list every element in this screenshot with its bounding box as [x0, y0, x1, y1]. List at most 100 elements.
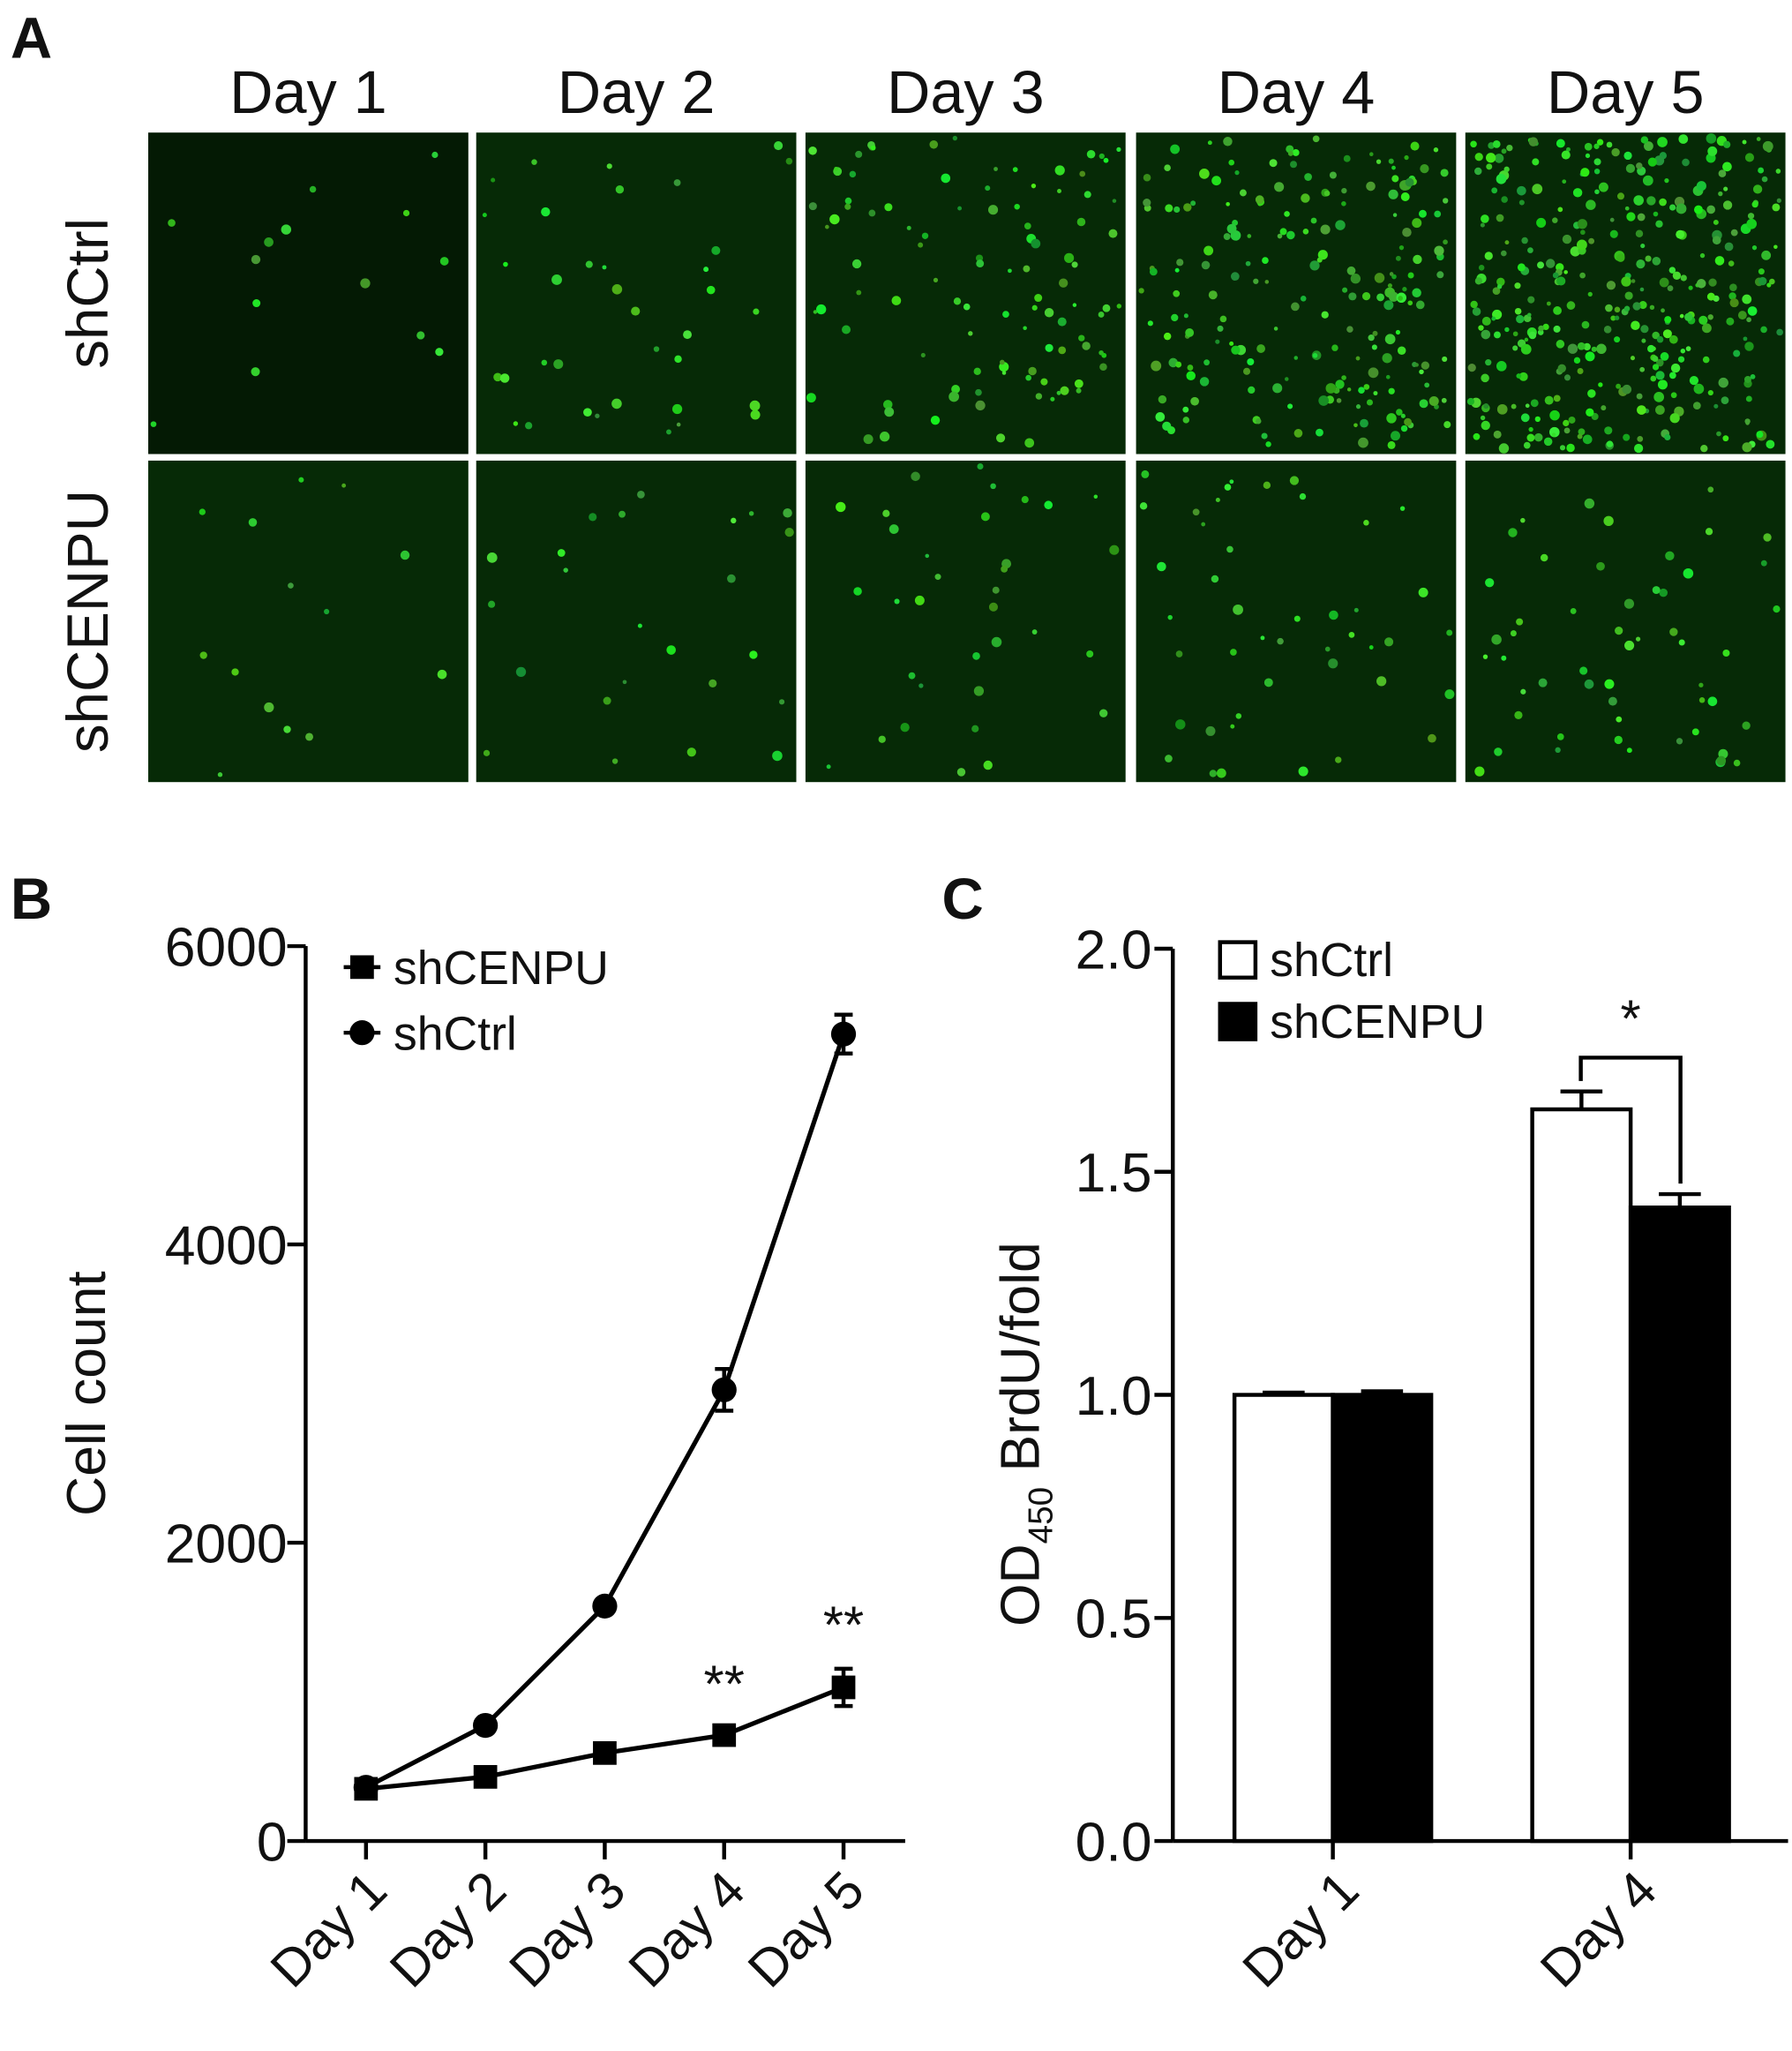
cell [992, 586, 1000, 594]
cell [1743, 336, 1748, 342]
cell [1708, 278, 1717, 287]
cell [1678, 639, 1685, 646]
cell [933, 277, 939, 282]
cell [1239, 189, 1247, 197]
cell [1226, 201, 1230, 207]
cell [1031, 238, 1041, 249]
cell [883, 400, 893, 409]
cell [1021, 496, 1029, 504]
cell [1182, 417, 1189, 424]
cell [1584, 498, 1595, 509]
cell [1389, 272, 1394, 276]
cell [1640, 325, 1649, 334]
cell [637, 623, 642, 628]
error-bar [1659, 1191, 1701, 1208]
cell [1566, 443, 1575, 453]
cell [1262, 257, 1269, 264]
cell [1603, 326, 1612, 334]
cell [1289, 476, 1300, 485]
cell [918, 242, 924, 248]
column-label: Day 4 [1218, 59, 1376, 126]
cell [1071, 261, 1078, 268]
cell [416, 331, 425, 340]
cell [1533, 432, 1543, 442]
cell [1371, 344, 1377, 350]
cell [1641, 338, 1646, 343]
cell [1692, 402, 1701, 410]
cell [1638, 301, 1647, 310]
cell [844, 203, 851, 210]
cell [1527, 247, 1533, 253]
cell [1187, 364, 1194, 371]
cell [1742, 294, 1752, 304]
cell [1057, 317, 1067, 327]
cell [1481, 420, 1490, 431]
cell [973, 686, 985, 696]
cell [1388, 387, 1395, 394]
cell [1534, 416, 1541, 423]
cell [1565, 146, 1571, 152]
cell [1478, 265, 1485, 271]
cell [1190, 396, 1199, 406]
cell [252, 298, 261, 308]
cell [1215, 339, 1220, 344]
micrograph-bg [805, 460, 1126, 783]
cell [1023, 326, 1027, 331]
cell [1058, 346, 1067, 355]
cell [1350, 274, 1361, 284]
cell [1532, 184, 1543, 195]
cell [1299, 492, 1307, 500]
micrograph-bg [1465, 460, 1786, 783]
cell [1199, 377, 1210, 387]
cell [1707, 486, 1714, 493]
cell [1538, 325, 1545, 332]
cell [1656, 358, 1664, 367]
cell [988, 602, 998, 612]
cell [248, 518, 258, 527]
cell [1501, 148, 1507, 154]
cell [513, 421, 519, 426]
cell [1733, 759, 1741, 767]
cell [968, 331, 973, 336]
cell [1532, 158, 1540, 166]
x-tick-label: Day 4 [617, 1859, 755, 1998]
cell [1396, 409, 1403, 416]
cell [288, 582, 294, 589]
cell [1530, 399, 1539, 408]
cell [1163, 332, 1172, 341]
cell [1292, 148, 1300, 156]
cell [1079, 170, 1086, 177]
cell [948, 391, 959, 402]
line [365, 1685, 844, 1792]
row-label: shCtrl [56, 218, 120, 369]
cell [1143, 173, 1151, 182]
cell [1528, 426, 1533, 432]
bar [1530, 1107, 1633, 1844]
cell [1608, 696, 1617, 706]
cell [1520, 413, 1530, 423]
cell [1185, 328, 1195, 337]
cell [1655, 405, 1665, 415]
cell [1433, 147, 1439, 153]
cell [1594, 189, 1600, 195]
cell [1614, 306, 1621, 313]
cell [1616, 192, 1624, 200]
cell [1633, 443, 1644, 454]
cell [879, 432, 890, 442]
cell [1601, 405, 1607, 411]
cell [1610, 315, 1616, 321]
x-tick-label: Day 2 [379, 1859, 517, 1998]
cell [1388, 189, 1398, 199]
annotation: ** [704, 1654, 745, 1713]
cell [1696, 279, 1706, 289]
cell [1481, 214, 1489, 223]
cell [1746, 317, 1751, 323]
bar [1628, 1205, 1731, 1844]
cell [1103, 157, 1109, 163]
cell [1174, 267, 1180, 273]
cell [1750, 373, 1756, 379]
cell [1637, 405, 1646, 415]
cell [1175, 650, 1183, 657]
cell [1436, 271, 1444, 279]
cell [1556, 139, 1565, 148]
